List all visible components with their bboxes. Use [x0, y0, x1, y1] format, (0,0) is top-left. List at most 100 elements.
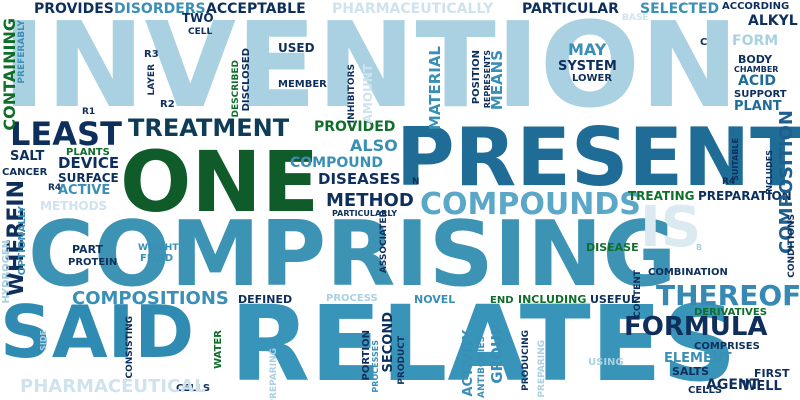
word-derivatives: COMPRISES: [694, 341, 760, 352]
word-is: IS: [640, 195, 702, 260]
word-r3: R4: [722, 177, 736, 187]
word-optionally: OPTIONALLY: [17, 206, 28, 276]
word-process: PROCESS: [326, 293, 378, 304]
word-body: BODY: [738, 53, 773, 66]
word-according: ACCORDING: [722, 1, 790, 12]
word-conditions: CONDITIONS: [787, 214, 797, 278]
word-said: SAID: [0, 290, 195, 374]
word-antibodies: ANTIBODIES: [477, 336, 487, 398]
word-c: C: [700, 37, 708, 48]
word-r1: R2: [160, 99, 175, 110]
word-layer: R1: [82, 107, 96, 117]
word-thereof: THEREOF: [656, 279, 800, 312]
word-using: USING: [588, 357, 624, 368]
word-lower: LOWER: [572, 73, 613, 84]
word-provided: PROVIDED: [314, 119, 396, 135]
word-n: N: [412, 177, 420, 187]
word-material: MATERIAL: [426, 46, 444, 131]
word-group: GROUP: [488, 324, 506, 384]
word-disorders: DISORDERS: [114, 1, 206, 17]
word-particular: PARTICULAR: [522, 1, 619, 17]
word-activity: ACTIVITY: [461, 330, 476, 397]
word-consisting: CONSISTING: [125, 316, 135, 379]
word-base: BASE: [622, 13, 649, 23]
word-well: CELLS: [688, 385, 723, 396]
word-cell: CELL: [188, 27, 213, 37]
word-support: SUPPORT: [734, 89, 787, 100]
word-cancer: CANCER: [2, 167, 48, 178]
word-cells: CELLS: [176, 383, 211, 394]
word-novel: NOVEL: [414, 293, 456, 306]
word-producing: PRODUCING: [521, 330, 531, 391]
word-receptor: LAYER: [147, 64, 157, 96]
word-plants: PLANTS: [66, 147, 110, 158]
word-chamber: CHAMBER: [734, 65, 779, 74]
word-may: MAY: [568, 40, 607, 59]
word-second: SECOND: [381, 312, 396, 373]
word-defined: DEFINED: [238, 293, 293, 306]
word-part: PART: [72, 243, 104, 256]
word-salts: FIRST: [754, 367, 790, 380]
word-end: END: [490, 295, 514, 306]
word-acceptable: ACCEPTABLE: [206, 1, 306, 17]
word-compounds: COMPOUNDS: [420, 187, 641, 222]
word-associated: ASSOCIATED: [379, 210, 389, 274]
word-liquid: COMBINATION: [648, 267, 728, 278]
word-acid: ACID: [738, 73, 776, 89]
word-amount: AMOUNT: [361, 64, 375, 124]
word-also: ALSO: [350, 136, 398, 155]
word-selected: SELECTED: [640, 1, 720, 17]
word-compositions: COMPOSITIONS: [72, 288, 229, 309]
word-halogen: SIDE: [39, 330, 48, 351]
word-pharmaceutically: PHARMACEUTICALLY: [332, 1, 494, 17]
word-least: LEAST: [10, 115, 122, 153]
word-r4: R4: [48, 183, 62, 193]
word-pharmaceutical: PHARMACEUTICAL: [20, 376, 206, 397]
word-method: METHOD: [326, 190, 414, 211]
word-treatment: TREATMENT: [128, 114, 290, 142]
word-methods: METHODS: [40, 199, 108, 213]
word-compound: COMPOUND: [290, 155, 383, 171]
word-form: FORM: [732, 33, 779, 49]
word-element: SALTS: [672, 365, 710, 378]
word-fluid: FLUID: [140, 253, 173, 264]
word-used: USED: [278, 41, 315, 55]
word-b: B: [696, 243, 703, 252]
word-water: WATER: [213, 330, 224, 369]
word-diseases: DISEASES: [318, 170, 401, 188]
word-one: ONE: [120, 133, 320, 231]
word-including: INCLUDING: [518, 293, 587, 306]
word-agent: WELL: [742, 379, 782, 394]
word-preferably: PREFERABLY: [17, 20, 27, 84]
word-inhibitors: INHIBITORS: [347, 64, 357, 124]
word-useful: USEFUL: [590, 293, 638, 306]
word-first: AGENT: [706, 377, 760, 393]
word-product: PRODUCT: [397, 336, 407, 385]
word-content: PROCESSES: [371, 340, 380, 393]
word-preparation: PREPARATION: [698, 189, 792, 203]
word-active: ACTIVE: [58, 183, 111, 198]
word-containing: CONTAINING: [0, 18, 19, 131]
word-treating: TREATING: [628, 189, 695, 203]
word-invention: INVENTION: [2, 0, 739, 134]
word-includes: INCLUDES: [765, 150, 774, 195]
word-member: MEMBER: [278, 79, 327, 90]
word-combination: DERIVATIVES: [694, 307, 767, 318]
word-plant: PLANT: [734, 99, 782, 114]
word-salt: SALT: [10, 149, 45, 164]
word-disclosed: DISCLOSED: [241, 48, 252, 112]
word-means: MEANS: [488, 50, 506, 111]
word-comprising: COMPRISING: [28, 202, 677, 307]
word-particularly: PARTICULARLY: [332, 209, 398, 218]
word-alkyl: ALKYL: [748, 13, 798, 29]
word-formula: FORMULA: [624, 312, 768, 342]
word-disease: DISEASE: [586, 241, 639, 254]
word-system: SYSTEM: [558, 59, 617, 74]
word-comprises: ELEMENT: [664, 351, 732, 366]
word-device: DEVICE: [58, 154, 120, 172]
word-relates: RELATES: [230, 283, 737, 400]
word-preparing: PREPARING: [537, 340, 547, 398]
word-surface: SURFACE: [58, 171, 119, 185]
word-described: DESCRIBED: [231, 60, 241, 118]
